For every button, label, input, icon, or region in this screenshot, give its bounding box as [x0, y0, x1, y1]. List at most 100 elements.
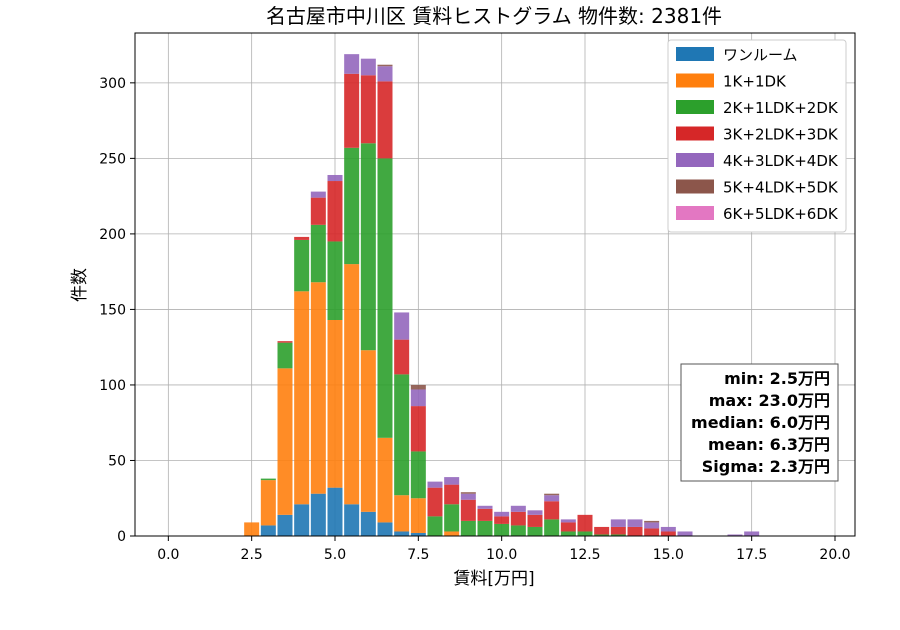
histogram-bar: [610, 519, 626, 527]
x-tick-label: 20.0: [819, 547, 850, 563]
histogram-bar: [410, 498, 426, 533]
legend-swatch: [676, 73, 714, 88]
histogram-bar: [627, 519, 643, 527]
histogram-bar: [344, 54, 360, 74]
histogram-bar: [360, 58, 376, 76]
x-tick-label: 12.5: [569, 547, 600, 563]
legend-label: 4K+3LDK+4DK: [723, 152, 839, 170]
y-axis-ticks: 0 50 100 150 200 250 300: [99, 76, 135, 545]
x-tick-label: 10.0: [486, 547, 517, 563]
histogram-bar: [527, 514, 543, 527]
histogram-bar: [394, 312, 410, 340]
histogram-bar: [310, 493, 326, 536]
histogram-bar: [294, 504, 310, 536]
legend-label: 1K+1DK: [723, 73, 787, 91]
histogram-bar: [660, 531, 676, 536]
histogram-bar: [377, 437, 393, 523]
x-tick-label: 15.0: [653, 547, 684, 563]
histogram-bar: [260, 525, 276, 536]
legend: ワンルーム 1K+1DK 2K+1LDK+2DK 3K+2LDK+3DK 4K+3LDK…: [667, 39, 847, 233]
histogram-bar: [360, 511, 376, 536]
y-axis-label: 件数: [70, 268, 90, 302]
stats-frame: [680, 363, 839, 482]
y-tick-label: 100: [99, 378, 126, 394]
histogram-bar: [360, 350, 376, 512]
histogram-bar: [460, 499, 476, 521]
histogram-bar: [477, 505, 493, 509]
legend-label: 2K+1LDK+2DK: [723, 99, 839, 117]
histogram-bar: [477, 508, 493, 521]
histogram-bar: [610, 526, 626, 535]
histogram-bar: [310, 224, 326, 283]
histogram-bar: [360, 75, 376, 144]
legend-swatch: [676, 153, 714, 167]
stats-box: min: 2.5万円 max: 23.0万円 median: 6.0万円 mea…: [680, 363, 839, 482]
histogram-bar: [327, 319, 343, 488]
histogram-bar: [344, 147, 360, 265]
stat-mean: mean: 6.3万円: [708, 435, 830, 454]
histogram-bar: [277, 342, 293, 369]
histogram-bar: [444, 477, 460, 485]
histogram-bar: [410, 389, 426, 407]
legend-swatch: [676, 206, 714, 220]
x-tick-label: 2.5: [241, 547, 263, 563]
histogram-bar: [727, 534, 743, 536]
histogram-bar: [277, 514, 293, 536]
histogram-bar: [560, 531, 576, 536]
histogram-bar: [494, 511, 510, 517]
histogram-bar: [410, 451, 426, 499]
histogram-bar: [377, 81, 393, 159]
y-tick-label: 200: [99, 227, 126, 243]
stat-min: min: 2.5万円: [724, 369, 830, 388]
histogram-bar: [327, 487, 343, 536]
histogram-bar: [427, 516, 443, 536]
histogram-bar: [644, 520, 660, 523]
histogram-bar: [544, 519, 560, 536]
x-tick-label: 0.0: [157, 547, 179, 563]
histogram-bar: [444, 504, 460, 532]
histogram-bar: [510, 511, 526, 526]
histogram-bar: [294, 239, 310, 292]
legend-swatch: [676, 179, 714, 194]
stat-max: max: 23.0万円: [709, 391, 830, 410]
x-axis-label: 賃料[万円]: [453, 569, 534, 589]
histogram-bar: [294, 236, 310, 240]
histogram-bar: [277, 368, 293, 515]
histogram-bar: [660, 526, 676, 532]
histogram-bar: [310, 191, 326, 198]
histogram-bar: [594, 534, 610, 536]
stat-median: median: 6.0万円: [691, 413, 830, 432]
histogram-bar: [544, 495, 560, 502]
histogram-bar: [377, 64, 393, 67]
histogram-bar: [377, 158, 393, 438]
histogram-bar: [577, 531, 593, 536]
x-tick-label: 5.0: [324, 547, 346, 563]
histogram-bar: [744, 531, 760, 536]
histogram-bar: [460, 492, 476, 494]
legend-label: ワンルーム: [723, 46, 798, 64]
histogram-bar: [344, 73, 360, 148]
histogram-bar: [577, 514, 593, 532]
histogram-bar: [260, 478, 276, 481]
stat-sigma: Sigma: 2.3万円: [702, 457, 830, 476]
histogram-bar: [460, 520, 476, 536]
histogram-bar: [544, 501, 560, 520]
histogram-bar: [260, 480, 276, 526]
chart-title: 名古屋市中川区 賃料ヒストグラム 物件数: 2381件: [266, 4, 722, 28]
histogram-bar: [394, 495, 410, 532]
legend-swatch: [676, 126, 714, 141]
histogram-bar: [677, 531, 693, 536]
histogram-bar: [460, 493, 476, 500]
histogram-bar: [477, 520, 493, 536]
histogram-bar: [310, 282, 326, 494]
plot-frame: [134, 32, 856, 537]
histogram-bar: [377, 66, 393, 82]
histogram-bar: [310, 197, 326, 225]
x-tick-label: 7.5: [407, 547, 429, 563]
histogram-bar: [410, 532, 426, 536]
x-tick-label: 17.5: [736, 547, 767, 563]
histogram-bar: [277, 341, 293, 343]
histogram-bar: [510, 525, 526, 536]
histogram-bar: [327, 174, 343, 182]
